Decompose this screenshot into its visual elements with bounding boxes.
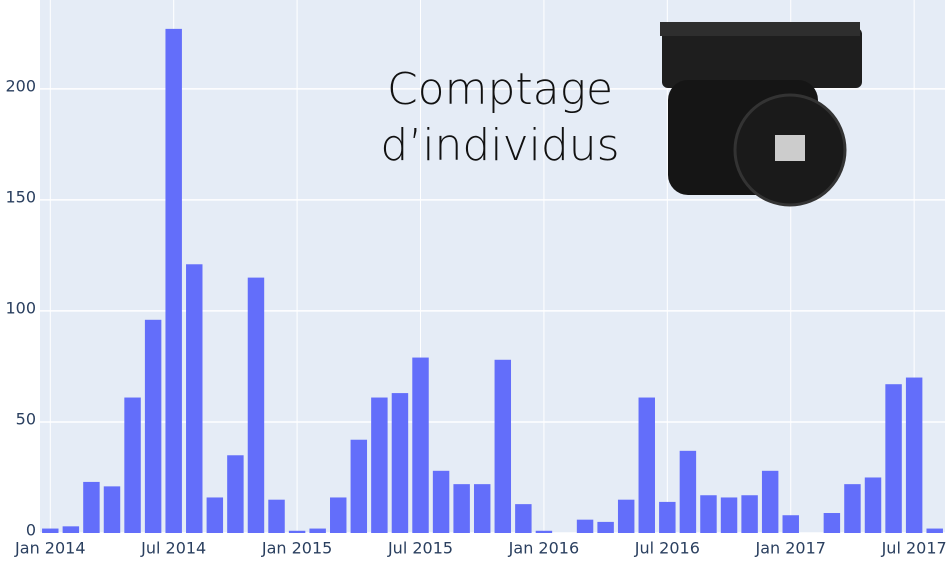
x-tick-label: Jan 2017 <box>755 539 826 558</box>
bar <box>617 499 635 533</box>
bar <box>659 501 676 533</box>
x-tick-label: Jan 2016 <box>508 539 579 558</box>
y-tick-label: 200 <box>5 76 36 95</box>
bar <box>391 393 409 533</box>
bar <box>42 528 59 533</box>
bar <box>720 497 738 533</box>
bar <box>309 528 326 533</box>
x-tick-label: Jul 2015 <box>387 539 453 558</box>
x-tick-label: Jan 2015 <box>261 539 332 558</box>
bar <box>782 515 799 533</box>
bar <box>165 28 182 534</box>
bar <box>597 521 614 533</box>
bar <box>124 397 141 533</box>
bar <box>350 439 368 533</box>
x-tick-label: Jul 2017 <box>881 539 947 558</box>
bar <box>432 470 450 533</box>
bar <box>700 495 717 533</box>
bar <box>144 319 162 533</box>
bar <box>62 526 80 533</box>
bar <box>227 455 244 533</box>
bar <box>247 277 265 533</box>
bar <box>761 470 779 533</box>
bar <box>844 484 861 533</box>
bar <box>494 359 512 533</box>
bar <box>268 499 285 533</box>
bar <box>885 384 902 533</box>
bar <box>823 513 841 533</box>
x-tick-label: Jul 2016 <box>634 539 700 558</box>
y-tick-label: 50 <box>16 409 36 428</box>
camera-image <box>660 22 862 207</box>
bar <box>412 357 429 533</box>
bar <box>103 486 121 533</box>
bar <box>83 481 100 533</box>
bar <box>330 497 347 533</box>
y-tick-label: 100 <box>5 298 36 317</box>
bar <box>473 484 491 533</box>
bar <box>515 504 532 533</box>
camera-top <box>662 28 862 88</box>
bar <box>206 497 224 533</box>
x-tick-label: Jan 2014 <box>14 539 85 558</box>
bar <box>679 450 697 533</box>
bar <box>453 484 470 533</box>
camera-lid <box>660 22 860 36</box>
bar <box>371 397 388 533</box>
annotation-line: Comptage <box>387 64 613 115</box>
x-tick-label: Jul 2014 <box>140 539 206 558</box>
annotation-line: d’individus <box>380 120 619 171</box>
bar <box>864 477 882 533</box>
bar <box>926 528 943 533</box>
bars <box>42 28 943 534</box>
bar <box>638 397 655 533</box>
bar <box>535 530 553 533</box>
camera-logo <box>775 135 805 161</box>
bar <box>905 377 923 533</box>
bar <box>741 495 758 533</box>
bar <box>288 530 306 533</box>
bar <box>576 519 594 533</box>
y-tick-label: 0 <box>26 521 36 540</box>
y-tick-label: 150 <box>5 187 36 206</box>
bar <box>186 264 203 533</box>
